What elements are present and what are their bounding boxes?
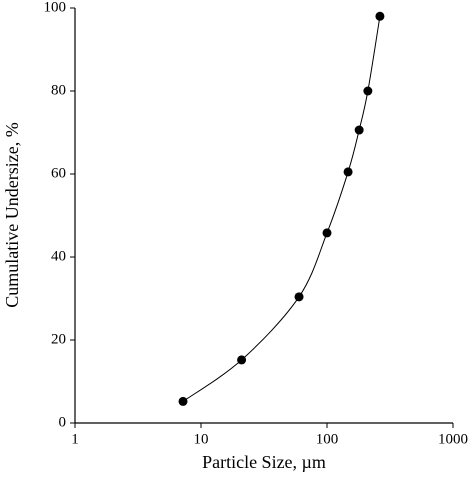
data-point [375,11,385,21]
data-point [354,125,364,135]
x-tick-label: 100 [316,431,339,447]
x-tick-label: 1000 [438,431,468,447]
data-point [322,228,332,238]
y-tick-label: 40 [51,248,66,264]
y-tick-label: 0 [59,414,67,430]
data-point [237,355,247,365]
data-point [178,396,188,406]
data-point [343,167,353,177]
y-tick-label: 20 [51,331,66,347]
y-tick-label: 60 [51,165,66,181]
y-tick-label: 80 [51,82,66,98]
x-axis-title: Particle Size, µm [202,452,326,472]
x-tick-label: 1 [71,431,79,447]
fit-line [182,16,381,402]
data-point [363,86,373,96]
y-tick-label: 100 [44,0,67,15]
data-point [294,292,304,302]
y-axis-title: Cumulative Undersize, % [2,122,22,307]
x-tick-label: 10 [194,431,209,447]
